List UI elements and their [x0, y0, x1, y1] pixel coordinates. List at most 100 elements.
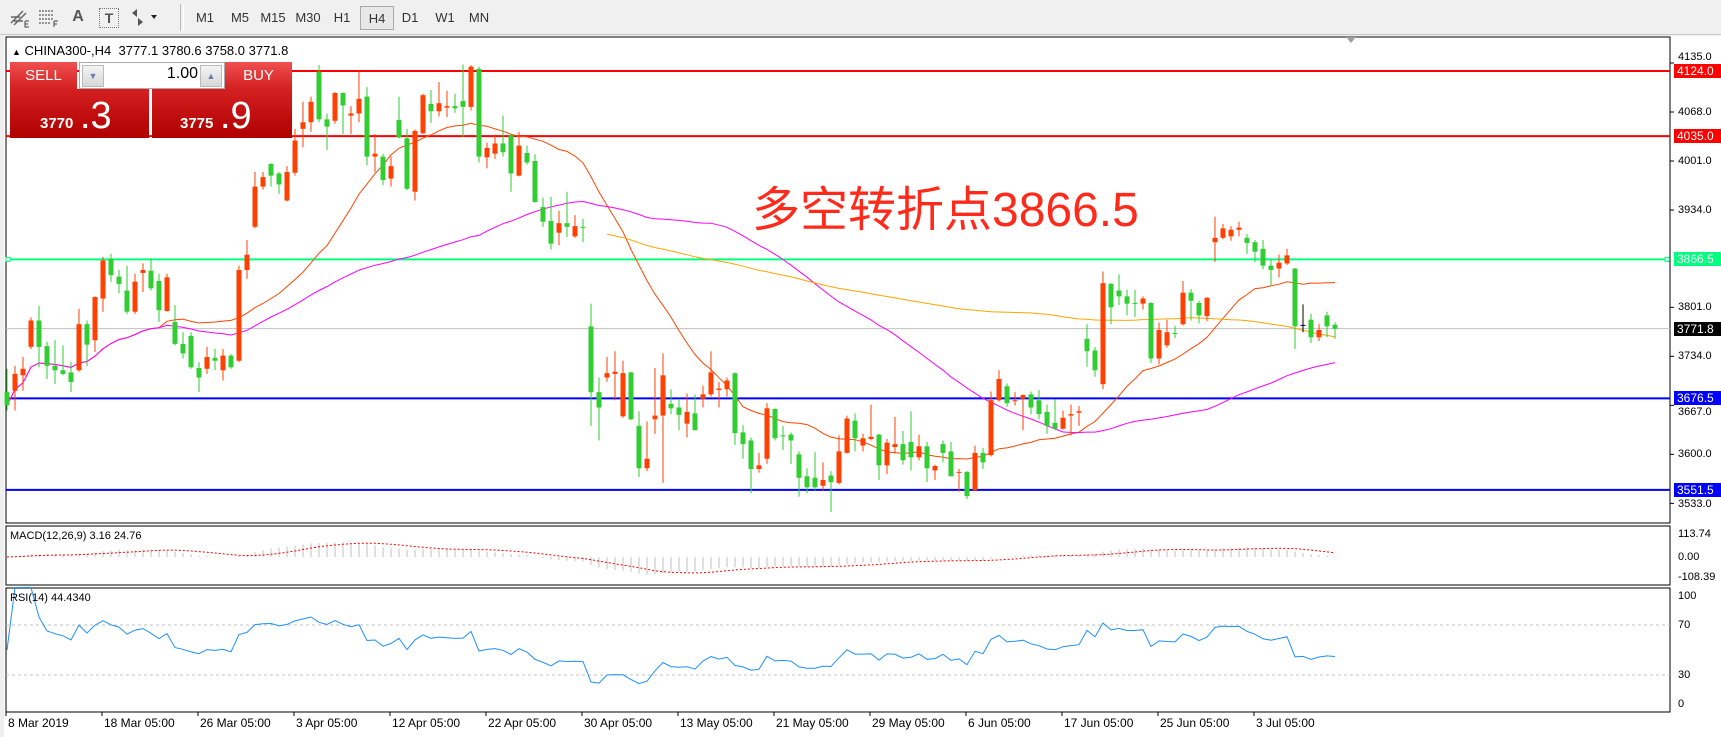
candle-body: [996, 379, 1002, 401]
candle-body: [588, 326, 594, 393]
candle-body: [972, 452, 978, 491]
candle-body: [1276, 262, 1282, 269]
candle-body: [1268, 265, 1274, 271]
candle-body: [1148, 302, 1154, 359]
macd-axis-label: 113.74: [1678, 528, 1711, 540]
arrows-dropdown-icon[interactable]: [128, 6, 162, 28]
price-axis-label: 3934.0: [1678, 204, 1712, 217]
candle-body: [1156, 329, 1162, 359]
buy-button[interactable]: BUY: [225, 62, 292, 90]
macd-panel-frame: [5, 525, 1671, 586]
lot-increase-button[interactable]: ▲: [200, 65, 222, 87]
candle-body: [740, 432, 746, 445]
sell-button[interactable]: SELL: [10, 62, 77, 90]
candle-body: [580, 226, 586, 228]
candle-body: [1044, 411, 1050, 426]
candle-body: [92, 297, 98, 341]
candle-body: [1004, 386, 1010, 404]
candle-body: [1012, 400, 1018, 402]
candle-body: [332, 92, 338, 121]
moving-average-fast-line: [6, 122, 1336, 460]
candle-body: [132, 281, 138, 312]
candle-body: [812, 477, 818, 488]
moving-average-mid-line: [6, 200, 1336, 434]
candle-body: [684, 411, 690, 424]
candle-body: [20, 368, 26, 376]
time-axis-label: 26 Mar 05:00: [200, 716, 271, 730]
candle-body: [676, 407, 682, 415]
candle-body: [748, 440, 754, 469]
candle-body: [1084, 338, 1090, 352]
time-axis-label: 3 Jul 05:00: [1256, 716, 1315, 730]
candle-body: [924, 446, 930, 469]
sell-price-box[interactable]: 3770 .3: [10, 89, 149, 138]
candle-body: [124, 290, 130, 312]
level-handle-icon: [5, 256, 11, 262]
one-click-trading-panel: SELL ▼ 1.00 ▲ BUY 3770 .3 3775 .9: [10, 62, 292, 138]
candle-body: [1300, 324, 1306, 326]
chart-annotation-text[interactable]: 多空转折点3866.5: [752, 184, 1139, 237]
candle-body: [164, 277, 170, 311]
timeframe-d1[interactable]: D1: [401, 9, 419, 25]
candle-body: [4, 392, 10, 406]
timeframe-m30[interactable]: M30: [295, 9, 321, 25]
candle-body: [564, 223, 570, 227]
candle-body: [916, 446, 922, 458]
lot-decrease-button[interactable]: ▼: [82, 65, 104, 87]
candle-body: [524, 152, 530, 163]
candle-body: [572, 226, 578, 237]
chart-window[interactable]: [4, 36, 1721, 737]
candle-body: [348, 113, 354, 116]
candle-body: [36, 320, 42, 347]
candle-body: [652, 415, 658, 420]
candle-body: [316, 71, 322, 120]
candle-body: [532, 161, 538, 202]
candle-body: [300, 122, 306, 129]
candle-body: [1052, 422, 1058, 429]
candle-body: [388, 166, 394, 179]
candle-body: [852, 420, 858, 439]
timeframe-h4[interactable]: H4: [360, 6, 394, 30]
candle-body: [1076, 411, 1082, 413]
candle-body: [1260, 248, 1266, 266]
candle-body: [980, 452, 986, 463]
timeframe-m15[interactable]: M15: [260, 9, 286, 25]
timeframe-m5[interactable]: M5: [230, 9, 250, 25]
candle-body: [620, 373, 626, 417]
time-axis-label: 22 Apr 05:00: [488, 716, 557, 730]
candle-body: [260, 177, 266, 187]
candle-body: [692, 413, 698, 431]
timeframe-mn[interactable]: MN: [468, 9, 490, 25]
timeframe-m1[interactable]: M1: [195, 9, 215, 25]
time-axis-label: 30 Apr 05:00: [584, 716, 653, 730]
fibonacci-fan-icon[interactable]: [36, 6, 60, 28]
candle-body: [932, 466, 938, 471]
lot-size-stepper[interactable]: ▼ 1.00 ▲: [79, 62, 225, 89]
fibonacci-expansion-icon[interactable]: [8, 6, 32, 28]
text-label-icon[interactable]: T: [99, 8, 119, 28]
candle-body: [604, 373, 610, 378]
candle-body: [1108, 283, 1114, 308]
candle-body: [148, 270, 154, 289]
candle-body: [668, 403, 674, 409]
timeframe-h1[interactable]: H1: [333, 9, 351, 25]
candle-body: [828, 475, 834, 483]
main-panel-frame: [5, 36, 1671, 524]
time-axis-label: 3 Apr 05:00: [296, 716, 358, 730]
timeframe-w1[interactable]: W1: [435, 9, 455, 25]
buy-price-box[interactable]: 3775 .9: [152, 89, 292, 138]
candle-body: [180, 343, 186, 354]
candle-body: [84, 324, 90, 345]
text-icon[interactable]: A: [72, 8, 84, 25]
collapse-triangle-icon[interactable]: ▲: [12, 47, 21, 57]
candle-body: [76, 324, 82, 371]
candle-body: [1316, 329, 1322, 338]
candle-body: [908, 441, 914, 458]
candle-body: [492, 143, 498, 154]
candle-body: [820, 479, 826, 486]
candle-body: [988, 400, 994, 456]
candle-body: [324, 119, 330, 127]
candle-body: [508, 135, 514, 174]
lot-size-input[interactable]: 1.00: [166, 65, 198, 82]
